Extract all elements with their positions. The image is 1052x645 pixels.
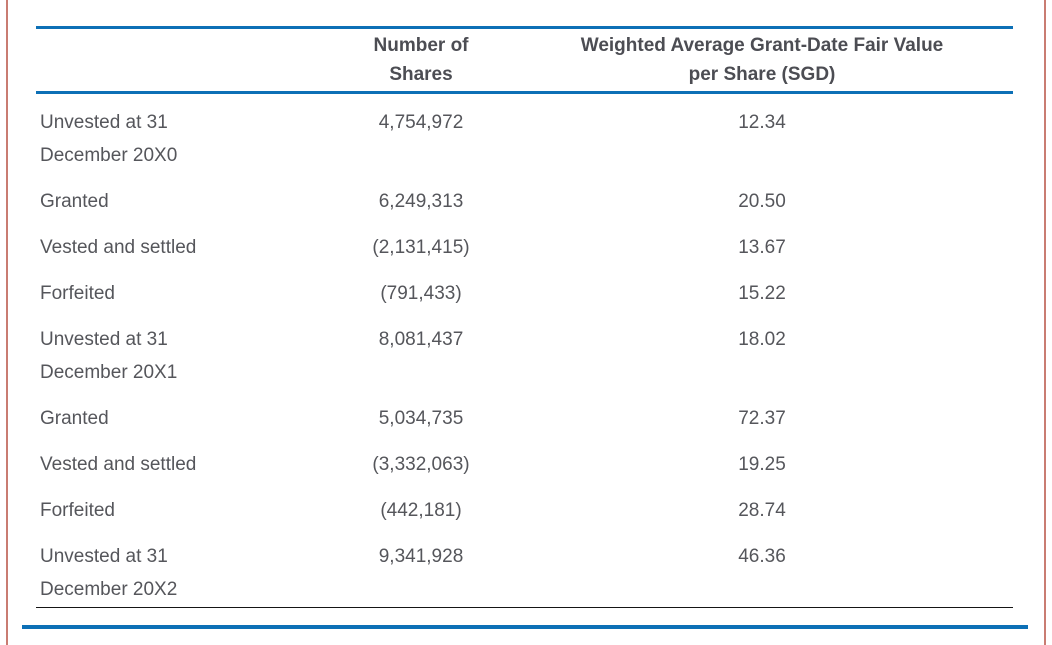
table-header: Number of Shares Weighted Average Grant-D…	[36, 28, 1013, 93]
row-shares: (2,131,415)	[372, 237, 470, 258]
row-fair-value: 46.36	[738, 546, 786, 567]
row-shares: 5,034,735	[378, 408, 464, 429]
row-label: Unvested at 31 December 20X1	[40, 329, 178, 383]
row-label: Forfeited	[40, 500, 115, 521]
row-shares: 4,754,972	[378, 112, 464, 133]
row-label: Forfeited	[40, 283, 115, 304]
table-row: Unvested at 31 December 20X0 4,754,972 12…	[36, 93, 1013, 174]
shares-movement-table-container: Number of Shares Weighted Average Grant-D…	[36, 26, 1013, 608]
bottom-blue-rule	[22, 625, 1028, 629]
row-label: Vested and settled	[40, 237, 197, 258]
row-fair-value: 72.37	[738, 408, 786, 429]
row-label: Granted	[40, 191, 109, 212]
header-label-column	[36, 28, 331, 93]
table-row: Granted 5,034,735 72.37	[36, 390, 1013, 436]
table-row: Forfeited (442,181) 28.74	[36, 482, 1013, 528]
row-fair-value: 12.34	[738, 112, 786, 133]
table-row: Vested and settled (2,131,415) 13.67	[36, 219, 1013, 265]
header-row: Number of Shares Weighted Average Grant-D…	[36, 28, 1013, 93]
row-fair-value: 15.22	[738, 283, 786, 304]
header-number-of-shares: Number of Shares	[373, 35, 469, 85]
row-fair-value: 28.74	[738, 500, 786, 521]
page-edge-border-left	[6, 0, 8, 645]
table-row: Forfeited (791,433) 15.22	[36, 265, 1013, 311]
row-label: Unvested at 31 December 20X0	[40, 112, 178, 166]
row-shares: 6,249,313	[378, 191, 464, 212]
row-fair-value: 18.02	[738, 329, 786, 350]
row-shares: 9,341,928	[378, 546, 464, 567]
row-shares: (3,332,063)	[372, 454, 470, 475]
row-shares: 8,081,437	[378, 329, 464, 350]
page-edge-border-right	[1044, 0, 1046, 645]
row-label: Unvested at 31 December 20X2	[40, 546, 178, 600]
header-fair-value: Weighted Average Grant-Date Fair Value pe…	[580, 35, 944, 85]
shares-movement-table: Number of Shares Weighted Average Grant-D…	[36, 26, 1013, 608]
row-label: Vested and settled	[40, 454, 197, 475]
row-label: Granted	[40, 408, 109, 429]
row-fair-value: 13.67	[738, 237, 786, 258]
table-row: Unvested at 31 December 20X1 8,081,437 18…	[36, 311, 1013, 390]
table-row: Granted 6,249,313 20.50	[36, 173, 1013, 219]
table-row: Vested and settled (3,332,063) 19.25	[36, 436, 1013, 482]
row-shares: (791,433)	[380, 283, 462, 304]
row-fair-value: 20.50	[738, 191, 786, 212]
row-fair-value: 19.25	[738, 454, 786, 475]
table-row: Unvested at 31 December 20X2 9,341,928 46…	[36, 528, 1013, 608]
row-shares: (442,181)	[380, 500, 462, 521]
table-body: Unvested at 31 December 20X0 4,754,972 12…	[36, 93, 1013, 608]
